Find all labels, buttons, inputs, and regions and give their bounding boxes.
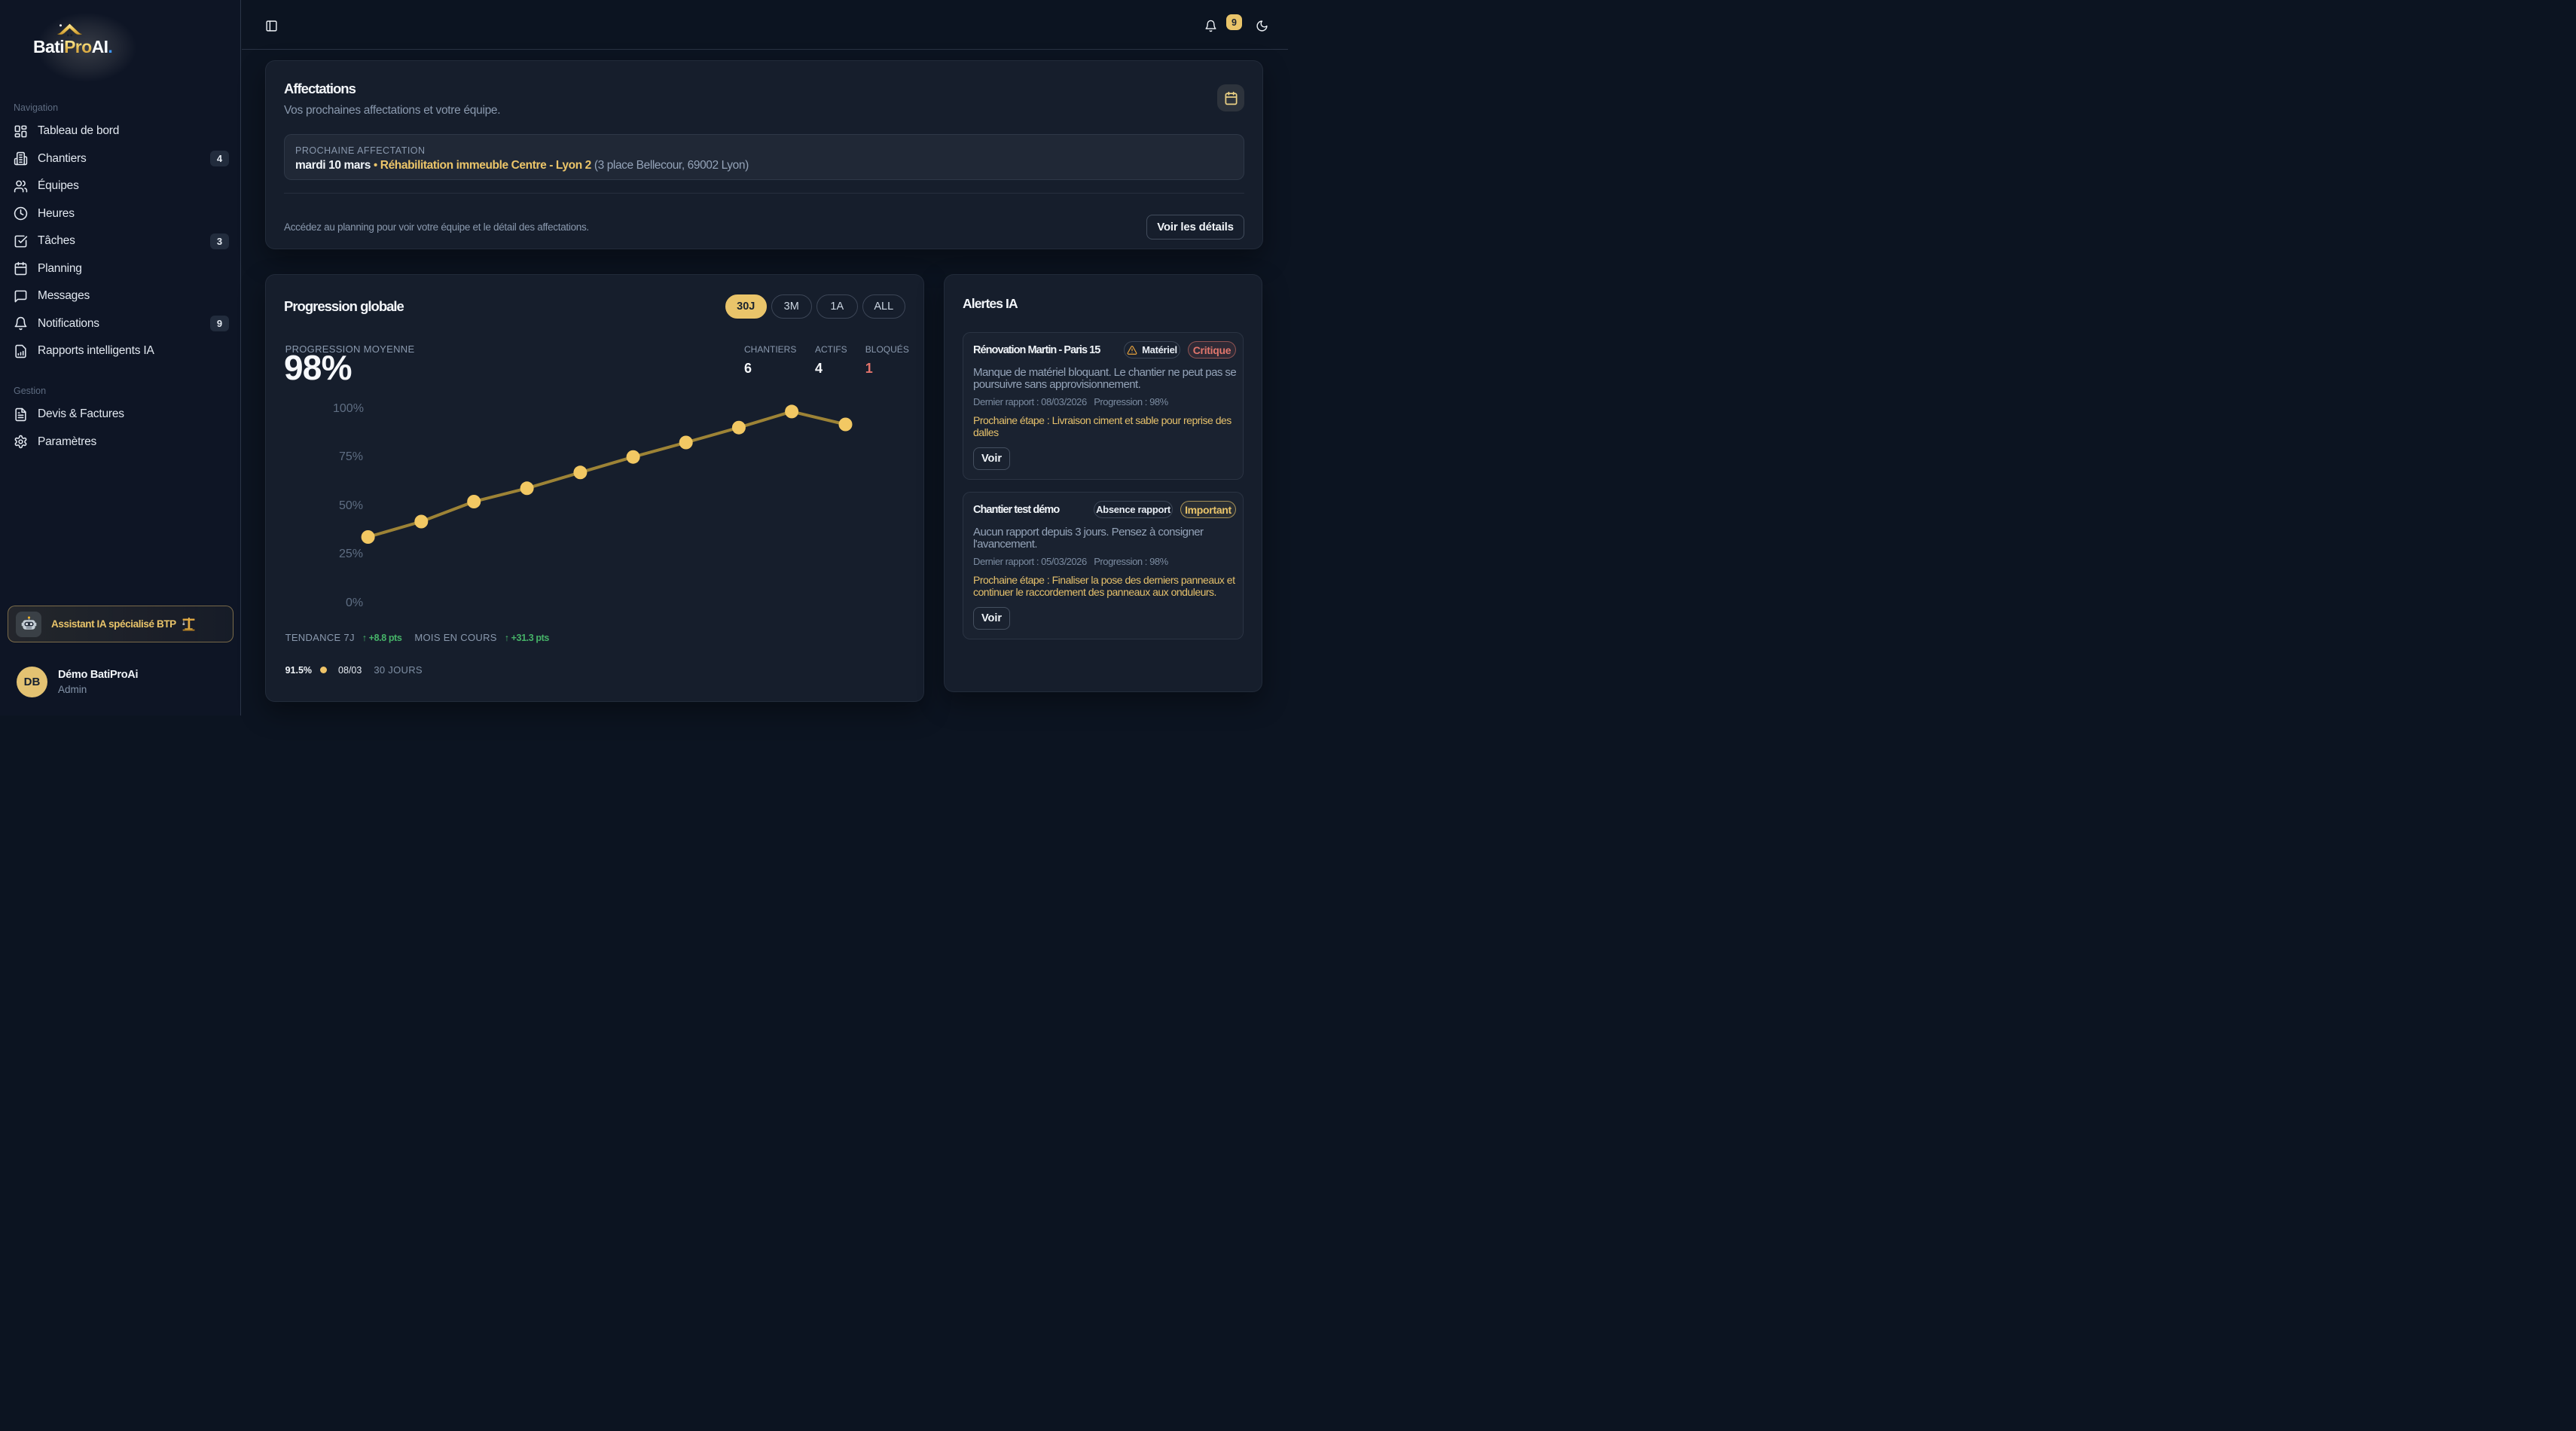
svg-text:75%: 75% bbox=[339, 450, 363, 463]
svg-text:0%: 0% bbox=[346, 597, 363, 609]
svg-text:100%: 100% bbox=[333, 402, 364, 415]
svg-text:50%: 50% bbox=[339, 499, 363, 512]
svg-text:25%: 25% bbox=[339, 548, 363, 560]
